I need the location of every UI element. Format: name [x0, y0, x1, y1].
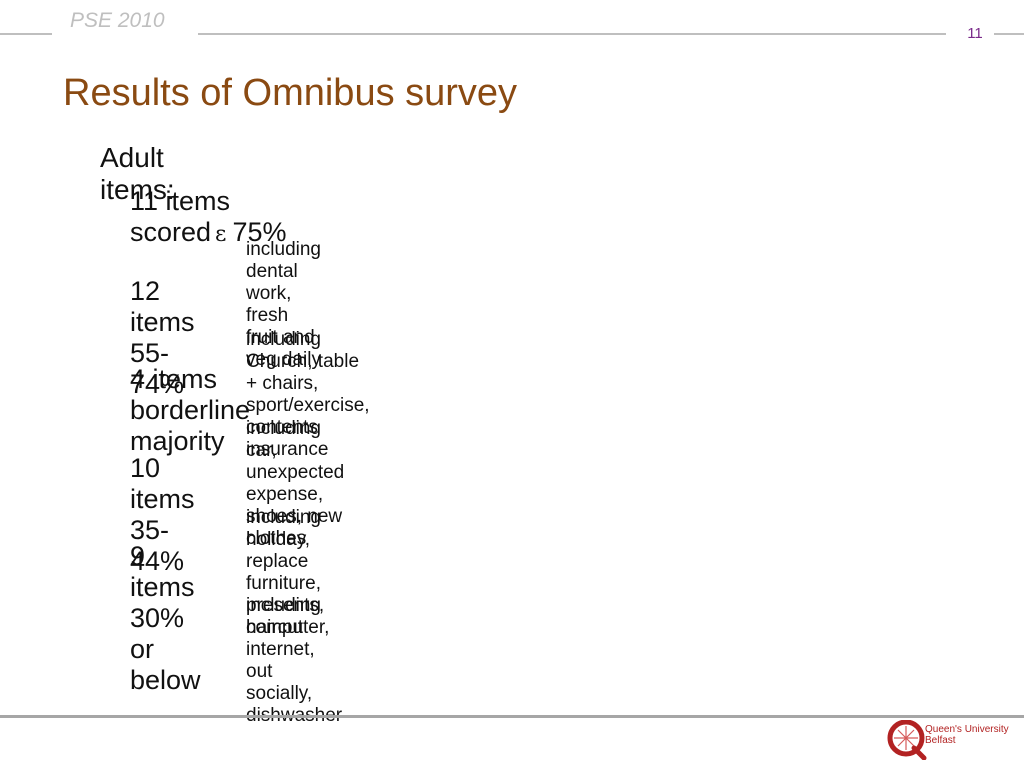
- group-label: 9 items 30% or below: [130, 541, 201, 695]
- header-divider-right: [198, 33, 946, 35]
- queens-university-crest-icon: [887, 720, 927, 760]
- group-detail: including holiday, replace furniture, pr…: [246, 507, 325, 638]
- group-label: 10 items 35-44%: [130, 453, 195, 576]
- conference-label: PSE 2010: [70, 9, 165, 32]
- group-detail: including Church, table + chairs, sport/…: [246, 329, 370, 460]
- header-divider-left: [0, 33, 52, 35]
- page-number: 11: [967, 25, 983, 42]
- group-label: 12 items 55-74%: [130, 276, 195, 399]
- group-label: 11 items scored ε 75%: [130, 186, 287, 248]
- group-label: 4 items borderline majority: [130, 364, 251, 456]
- slide-title: Results of Omnibus survey: [63, 72, 518, 114]
- university-city: Belfast: [925, 735, 956, 746]
- group-detail: including car, unexpected expense, shoes…: [246, 418, 345, 549]
- group-detail: including computer, internet, out social…: [246, 595, 343, 726]
- group-detail: including dental work, fresh fruit and v…: [246, 239, 321, 370]
- content-heading: Adult items:: [100, 142, 175, 205]
- header-divider-far: [994, 33, 1024, 35]
- university-logo-text: Queen's University Belfast: [925, 724, 1009, 746]
- group-label-after: 75%: [232, 217, 287, 247]
- footer-divider: [0, 715, 1024, 718]
- university-name: Queen's University: [925, 724, 1009, 735]
- epsilon-symbol: ε: [215, 222, 227, 247]
- group-label-before: 11 items scored: [130, 186, 231, 247]
